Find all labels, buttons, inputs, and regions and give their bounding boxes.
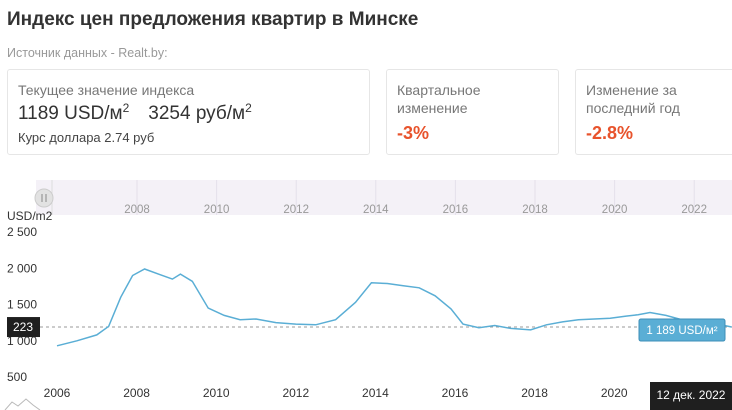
last-value-tooltip: 1 189 USD/м² bbox=[638, 318, 726, 342]
current-index-label: Текущее значение индекса bbox=[18, 82, 195, 98]
x-tick-label: 2018 bbox=[521, 386, 548, 400]
svg-text:223: 223 bbox=[13, 320, 33, 334]
yearly-change-label: Изменение за последний год bbox=[586, 82, 680, 116]
navigator-tick-label: 2014 bbox=[363, 204, 389, 216]
quarterly-change-label: Квартальное изменение bbox=[397, 82, 481, 116]
rub-value: 3254 руб/м2 bbox=[148, 101, 252, 124]
x-tick-label: 2006 bbox=[44, 386, 71, 400]
date-badge: 12 дек. 2022 bbox=[650, 382, 732, 410]
x-tick-label: 2008 bbox=[123, 386, 150, 400]
navigator-tick-label: 2008 bbox=[124, 204, 150, 216]
navigator-tick-label: 2018 bbox=[522, 204, 548, 216]
y-tick-label: 1 500 bbox=[7, 298, 37, 312]
y-tick-label: 500 bbox=[7, 370, 27, 384]
x-tick-label: 2014 bbox=[362, 386, 389, 400]
y-tick-label: 2 500 bbox=[7, 225, 37, 239]
yearly-change-card: Изменение за последний год -2.8% bbox=[575, 69, 732, 155]
x-tick-label: 2012 bbox=[282, 386, 309, 400]
x-tick-label: 2010 bbox=[203, 386, 230, 400]
navigator-tick-label: 2020 bbox=[602, 204, 628, 216]
exchange-rate: Курс доллара 2.74 руб bbox=[18, 130, 155, 145]
price-index-line bbox=[56, 268, 732, 347]
current-index-card: Текущее значение индекса 1189 USD/м2 3254… bbox=[7, 69, 370, 155]
mini-navigator-series bbox=[4, 398, 41, 410]
x-tick-label: 2016 bbox=[442, 386, 469, 400]
quarterly-change-card: Квартальное изменение -3% bbox=[386, 69, 559, 155]
navigator-tick-label: 2016 bbox=[443, 204, 469, 216]
y-axis-label: USD/m2 bbox=[7, 209, 53, 223]
svg-text:12 дек. 2022: 12 дек. 2022 bbox=[657, 388, 726, 402]
quarterly-change-value: -3% bbox=[397, 123, 430, 143]
usd-value: 1189 USD/м2 bbox=[18, 101, 130, 124]
navigator-tick-label: 2012 bbox=[283, 204, 309, 216]
svg-text:1 189 USD/м²: 1 189 USD/м² bbox=[646, 325, 717, 337]
navigator-handle[interactable] bbox=[34, 188, 54, 208]
x-tick-label: 2020 bbox=[601, 386, 628, 400]
navigator-bar[interactable] bbox=[36, 180, 732, 215]
navigator-tick-label: 2010 bbox=[204, 204, 230, 216]
current-index-values: 1189 USD/м2 3254 руб/м2 bbox=[18, 101, 271, 125]
price-index-chart[interactable]: 2008 2010 2012 2014 2016 2018 2020 2022 USD/m2 … bbox=[0, 178, 732, 410]
y-tick-label: 1 000 bbox=[7, 334, 37, 348]
crosshair-value-badge: 223 bbox=[7, 317, 40, 338]
y-tick-label: 2 000 bbox=[7, 261, 37, 275]
page-title: Индекс цен предложения квартир в Минске bbox=[7, 9, 419, 30]
navigator-tick-label: 2022 bbox=[681, 204, 707, 216]
data-source: Источник данных - Realt.by: bbox=[7, 46, 168, 60]
yearly-change-value: -2.8% bbox=[586, 123, 634, 143]
